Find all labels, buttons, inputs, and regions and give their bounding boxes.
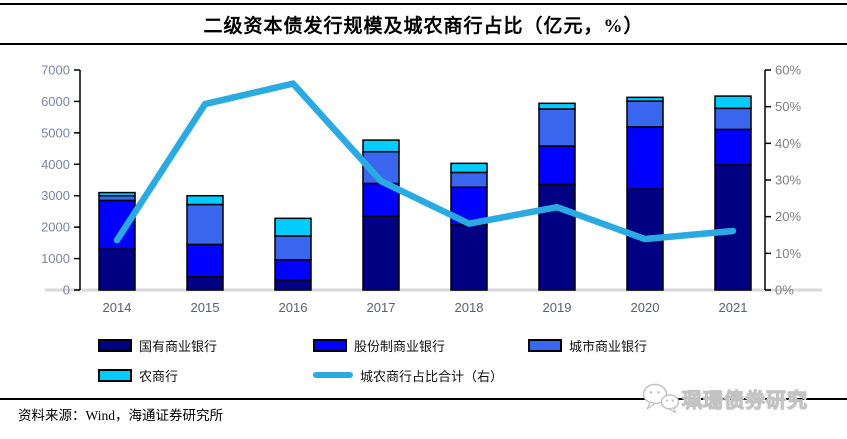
bar-segment	[714, 95, 752, 110]
watermark: 珮珊债券研究	[628, 380, 847, 418]
bar-segment	[626, 126, 664, 190]
x-axis-label: 2015	[191, 300, 220, 315]
left-axis-label: 0	[63, 283, 70, 298]
bar-segment	[626, 96, 664, 102]
wechat-chat-bubble-icon	[642, 383, 680, 414]
chart-title: 二级资本债发行规模及城农商行占比（亿元，%）	[203, 16, 644, 37]
bar-segment	[274, 259, 312, 281]
x-axis-label: 2019	[543, 300, 572, 315]
bar-segment	[450, 171, 488, 188]
legend-label-city-rural-share: 城农商行占比合计（右）	[360, 368, 504, 384]
bar-segment	[538, 102, 576, 110]
right-axis-label: 0%	[775, 283, 794, 298]
x-axis-label: 2016	[279, 300, 308, 315]
bar-segment	[186, 203, 224, 246]
bar-segment	[714, 107, 752, 131]
legend-swatch-city-commercial	[528, 338, 562, 352]
title-rule	[0, 43, 847, 45]
left-axis-label: 3000	[41, 188, 70, 203]
bar-segment	[626, 100, 664, 128]
bar-segment	[186, 194, 224, 206]
bar-segment	[714, 164, 752, 291]
x-axis-label: 2021	[719, 300, 748, 315]
bar-segment	[538, 145, 576, 186]
bar-segment	[362, 215, 400, 291]
bar-segment	[450, 162, 488, 174]
footer-rule	[0, 398, 847, 400]
legend-item-city-rural-share-line: 城农商行占比合计（右）	[313, 368, 504, 384]
x-axis-label: 2020	[631, 300, 660, 315]
bar-segment	[362, 139, 400, 153]
chart-canvas: 7000 6000 5000 4000 3000 2000 1000 0 60% 50% 40% 30…	[41, 63, 822, 315]
bar-segment	[274, 217, 312, 237]
legend-item-joint-stock: 股份制商业银行	[313, 338, 446, 354]
x-axis-label: 2014	[103, 300, 132, 315]
bar-segment	[450, 224, 488, 291]
legend-item-city-commercial: 城市商业银行	[528, 338, 648, 354]
source-text: 资料来源：Wind，海通证券研究所	[18, 408, 223, 423]
bar-segment	[538, 108, 576, 147]
legend-label-city-commercial: 城市商业银行	[569, 338, 648, 354]
left-axis-label: 6000	[41, 94, 70, 109]
bar-segment	[98, 191, 136, 197]
legend-label-state-owned: 国有商业银行	[139, 338, 218, 354]
bar-segment	[186, 276, 224, 291]
right-axis-label: 50%	[775, 99, 801, 114]
legend-item-rural-commercial: 农商行	[98, 368, 179, 384]
watermark-text: 珮珊债券研究	[682, 390, 808, 413]
left-axis-label: 1000	[41, 251, 70, 266]
right-axis-label: 30%	[775, 173, 801, 188]
left-axis-label: 4000	[41, 157, 70, 172]
bar-segment	[186, 243, 224, 278]
legend-item-state-owned: 国有商业银行	[98, 338, 218, 354]
bar-segment	[274, 279, 312, 291]
legend-swatch-joint-stock	[313, 338, 347, 352]
legend-swatch-state-owned	[98, 338, 132, 352]
top-rule	[0, 3, 847, 5]
right-axis-label: 40%	[775, 136, 801, 151]
bar-segment	[98, 248, 136, 291]
bar-segment	[274, 235, 312, 261]
x-axis-label: 2018	[455, 300, 484, 315]
x-axis-label: 2017	[367, 300, 396, 315]
left-axis-label: 7000	[41, 63, 70, 78]
bar-segment	[714, 128, 752, 166]
left-axis-label: 2000	[41, 220, 70, 235]
left-axis-label: 5000	[41, 125, 70, 140]
legend-label-rural-commercial: 农商行	[139, 368, 179, 384]
right-axis-label: 60%	[775, 63, 801, 78]
legend-label-joint-stock: 股份制商业银行	[354, 338, 446, 354]
legend-line-swatch	[313, 372, 353, 378]
legend-swatch-rural-commercial	[98, 368, 132, 382]
trend-line	[113, 80, 737, 244]
right-axis-label: 20%	[775, 209, 801, 224]
right-axis-label: 10%	[775, 246, 801, 261]
bar-segment	[538, 183, 576, 291]
